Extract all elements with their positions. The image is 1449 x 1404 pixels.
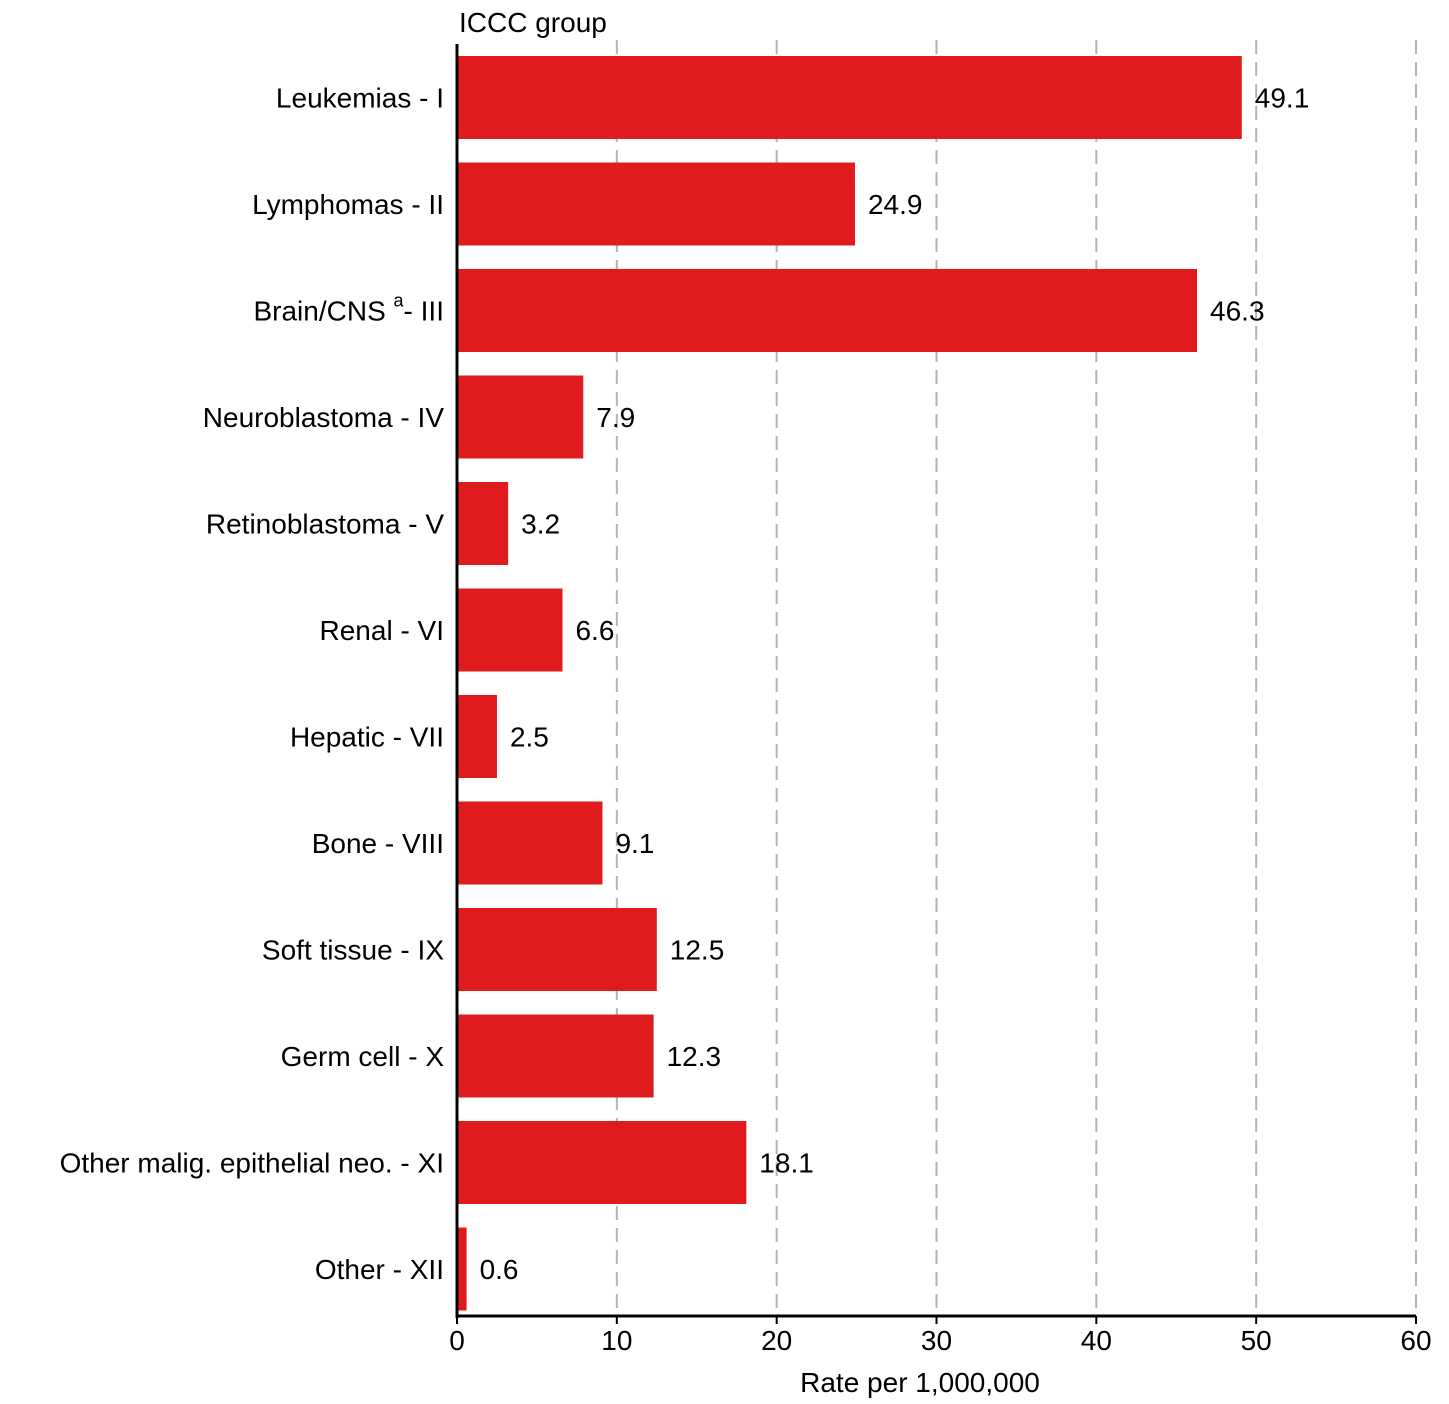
category-label: Leukemias - I (276, 83, 444, 114)
category-label: Retinoblastoma - V (206, 509, 444, 540)
y-axis-title: ICCC group (459, 7, 607, 38)
category-label: Renal - VI (320, 615, 445, 646)
bar (457, 56, 1242, 139)
category-label: Germ cell - X (281, 1041, 445, 1072)
category-label: Lymphomas - II (252, 189, 444, 220)
bar (457, 801, 603, 885)
x-tick-label: 20 (761, 1325, 792, 1356)
value-label: 6.6 (575, 615, 614, 646)
value-label: 3.2 (521, 509, 560, 540)
category-label: Other malig. epithelial neo. - XI (60, 1148, 444, 1179)
category-labels: Leukemias - I Lymphomas - II Brain/CNS a- … (60, 83, 445, 1286)
value-label: 46.3 (1210, 296, 1265, 327)
bars (457, 56, 1242, 1311)
value-label: 12.3 (667, 1041, 722, 1072)
x-tick-label: 0 (449, 1325, 465, 1356)
category-label: Hepatic - VII (290, 722, 444, 753)
value-label: 18.1 (759, 1148, 814, 1179)
bar (457, 162, 855, 246)
x-axis-title: Rate per 1,000,000 (800, 1367, 1040, 1398)
value-label: 9.1 (615, 828, 654, 859)
category-label: Soft tissue - IX (262, 935, 444, 966)
category-label: Brain/CNS a- III (253, 291, 444, 327)
bar (457, 269, 1198, 352)
value-label: 2.5 (510, 722, 549, 753)
bar (457, 1014, 654, 1098)
value-label: 0.6 (480, 1254, 519, 1285)
x-tick-label: 60 (1400, 1325, 1431, 1356)
category-label: Other - XII (315, 1254, 444, 1285)
bar (457, 695, 497, 778)
bar (457, 908, 657, 991)
bar (457, 588, 563, 672)
x-tick-label: 50 (1241, 1325, 1272, 1356)
value-label: 24.9 (868, 189, 923, 220)
bar (457, 482, 509, 565)
x-tick-label: 40 (1081, 1325, 1112, 1356)
value-label: 12.5 (670, 935, 725, 966)
bar (457, 375, 584, 459)
category-label: Neuroblastoma - IV (203, 402, 445, 433)
bar (457, 1121, 747, 1204)
x-tick-label: 30 (921, 1325, 952, 1356)
value-labels: 49.1 24.9 46.3 7.9 3.2 6.6 2.5 9.1 12.5 12.3 18.1 0… (480, 83, 1310, 1286)
category-label: Bone - VIII (312, 828, 444, 859)
bar (457, 1227, 467, 1311)
x-tick-label: 10 (601, 1325, 632, 1356)
gridlines (615, 40, 1417, 1316)
x-ticks: 0 10 20 30 40 50 60 (449, 1316, 1432, 1356)
value-label: 7.9 (596, 402, 635, 433)
value-label: 49.1 (1255, 83, 1310, 114)
